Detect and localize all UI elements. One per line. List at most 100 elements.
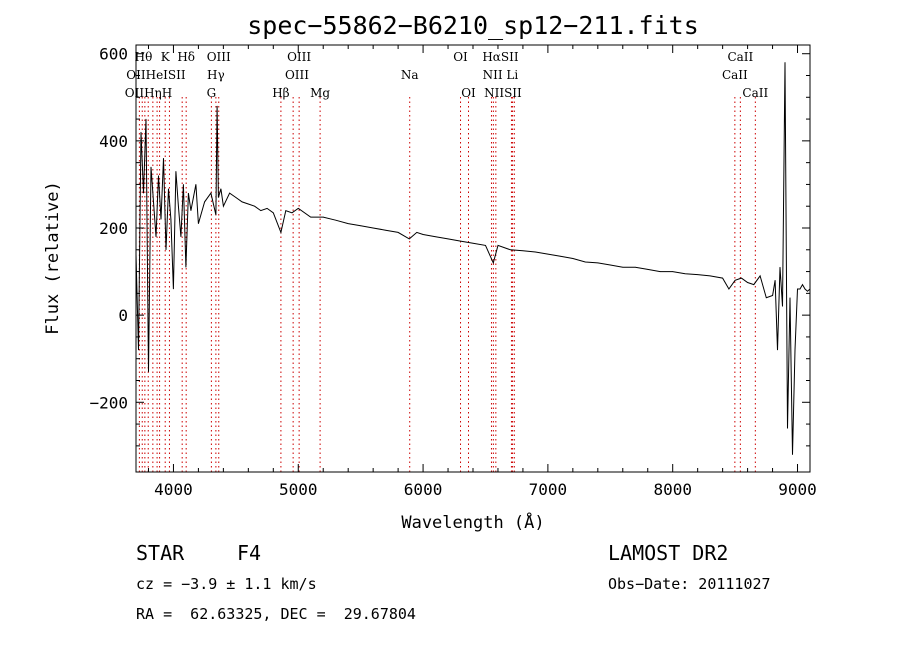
spectrum-point bbox=[397, 232, 399, 233]
spectrum-point bbox=[183, 184, 184, 185]
line-label: OIII bbox=[207, 50, 231, 64]
x-axis-label: Wavelength (Å) bbox=[401, 511, 544, 533]
spectrum-point bbox=[807, 290, 808, 292]
spectrum-point bbox=[210, 192, 212, 194]
spectrum-point bbox=[285, 210, 287, 211]
spectrum-point bbox=[547, 253, 549, 255]
spectrum-point bbox=[220, 188, 222, 190]
line-label: OI bbox=[461, 86, 476, 100]
spectrum-point bbox=[158, 175, 159, 177]
spectrum-point bbox=[216, 105, 218, 107]
spectrum-point bbox=[153, 201, 154, 203]
spectrum-point bbox=[794, 349, 796, 351]
chart-title: spec−55862−B6210_sp12−211.fits bbox=[247, 11, 699, 40]
spectrum-point bbox=[218, 197, 219, 198]
spectrum-point bbox=[774, 279, 776, 281]
spectrum-point bbox=[741, 277, 742, 279]
spectrum-point bbox=[659, 271, 661, 272]
spectrum-point bbox=[597, 262, 599, 264]
spectrum-series bbox=[135, 62, 811, 455]
spectrum-point bbox=[522, 250, 524, 251]
spectrum-point bbox=[140, 131, 142, 133]
spectrum-point bbox=[585, 261, 586, 263]
spectrum-point bbox=[165, 249, 167, 251]
line-label: Hθ bbox=[135, 50, 153, 64]
line-label: NII Li bbox=[483, 68, 519, 82]
line-label: Hγ bbox=[207, 68, 225, 82]
spectrum-point bbox=[266, 208, 268, 209]
spectrum-point bbox=[310, 216, 312, 218]
y-tick-label: 0 bbox=[118, 306, 128, 325]
line-label: K bbox=[161, 50, 171, 64]
spectrum-point bbox=[160, 218, 162, 220]
line-markers bbox=[138, 97, 756, 472]
y-tick-label: 200 bbox=[99, 219, 128, 238]
spectrum-point bbox=[684, 273, 686, 275]
spectrum-point bbox=[229, 192, 230, 194]
coordinates-text: RA = 62.63325, DEC = 29.67804 bbox=[136, 605, 416, 623]
spectrum-point bbox=[782, 306, 783, 307]
spectrum-point bbox=[535, 251, 536, 253]
spectrum-point bbox=[422, 234, 424, 235]
spectrum-point bbox=[163, 157, 164, 159]
axis-ticks: 4000 5000 6000 7000 8000 9000 −200 0 200 400 600 bbox=[89, 45, 816, 499]
spectrum-point bbox=[772, 295, 773, 296]
y-tick-label: 600 bbox=[99, 45, 128, 64]
spectrum-point bbox=[193, 197, 194, 198]
line-label: NIISII bbox=[484, 86, 522, 100]
spectrum-point bbox=[447, 238, 449, 240]
line-label: HαSII bbox=[482, 50, 519, 64]
spectrum-point bbox=[204, 201, 205, 203]
line-label: OIIHηH bbox=[125, 86, 172, 100]
spectrum-point bbox=[609, 264, 611, 266]
spectrum-line bbox=[135, 62, 811, 455]
spectrum-point bbox=[195, 184, 197, 185]
redshift-text: cz = −3.9 ± 1.1 km/s bbox=[136, 575, 317, 593]
spectrum-point bbox=[248, 203, 249, 205]
spectrum-point bbox=[777, 349, 778, 351]
spectrum-point bbox=[759, 275, 761, 277]
spectrum-point bbox=[779, 266, 781, 268]
line-label: CaII bbox=[727, 50, 753, 64]
spectrum-point bbox=[297, 208, 299, 209]
spectrum-point bbox=[360, 225, 361, 227]
spectrum-point bbox=[178, 205, 179, 207]
x-tick-label: 7000 bbox=[529, 480, 568, 499]
spectrum-point bbox=[797, 288, 798, 290]
spectrum-point bbox=[697, 274, 698, 275]
spectrum-point bbox=[260, 210, 262, 211]
line-label: Mg bbox=[310, 86, 330, 100]
line-label: OI bbox=[453, 50, 468, 64]
spectrum-point bbox=[185, 266, 187, 268]
line-labels: Hθ K Hδ OIII OIII OI HαSII CaII OIIHeISII Hγ OIII N… bbox=[125, 50, 769, 100]
spectrum-point bbox=[789, 297, 791, 299]
spectrum-point bbox=[409, 238, 410, 240]
spectrum-point bbox=[150, 166, 152, 168]
x-tick-label: 4000 bbox=[154, 480, 193, 499]
spectrum-point bbox=[622, 266, 624, 268]
survey-name: LAMOST DR2 bbox=[608, 541, 729, 565]
x-tick-label: 9000 bbox=[778, 480, 817, 499]
spectrum-point bbox=[272, 212, 274, 214]
spectrum-point bbox=[235, 197, 237, 198]
spectrum-point bbox=[215, 214, 217, 216]
line-label: OIIHeISII bbox=[126, 68, 186, 82]
object-subclass: F4 bbox=[237, 541, 262, 565]
obs-date-text: Obs−Date: 20111027 bbox=[608, 575, 771, 593]
spectrum-point bbox=[145, 118, 147, 120]
line-label: Hβ bbox=[272, 86, 289, 100]
spectrum-point bbox=[241, 201, 243, 203]
spectrum-point bbox=[372, 227, 374, 229]
spectrum-point bbox=[460, 240, 461, 242]
spectrum-point bbox=[572, 258, 574, 259]
spectrum-point bbox=[634, 266, 636, 268]
spectrum-point bbox=[485, 245, 486, 246]
spectrum-point bbox=[560, 256, 561, 257]
spectrum-point bbox=[753, 284, 755, 285]
spectrum-point bbox=[647, 269, 649, 270]
spectrum-point bbox=[766, 297, 767, 299]
y-tick-label: −200 bbox=[89, 393, 128, 412]
x-tick-label: 8000 bbox=[653, 480, 692, 499]
spectrum-point bbox=[322, 216, 324, 218]
